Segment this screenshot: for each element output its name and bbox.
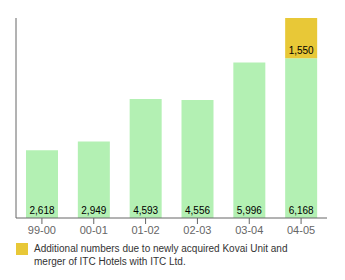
svg-text:5,996: 5,996	[237, 205, 262, 216]
svg-text:1,550: 1,550	[289, 45, 314, 56]
svg-text:99-00: 99-00	[28, 224, 56, 236]
svg-text:00-01: 00-01	[80, 224, 108, 236]
svg-text:02-03: 02-03	[183, 224, 211, 236]
svg-text:04-05: 04-05	[287, 224, 315, 236]
svg-text:6,168: 6,168	[289, 205, 314, 216]
html-text:Additional numbers due to newl: Additional numbers due to newly acquired…	[34, 243, 288, 267]
svg-text:01-02: 01-02	[132, 224, 160, 236]
svg-text:4,556: 4,556	[185, 205, 210, 216]
svg-text:2,949: 2,949	[81, 205, 106, 216]
svg-text:03-04: 03-04	[235, 224, 263, 236]
svg-text:2,618: 2,618	[29, 205, 54, 216]
svg-text:4,593: 4,593	[133, 205, 158, 216]
